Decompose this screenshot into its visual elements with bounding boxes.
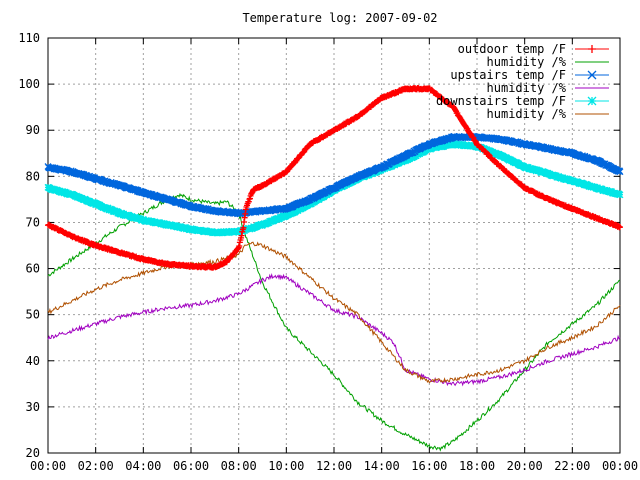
x-tick-label: 10:00	[268, 459, 304, 473]
series-line	[47, 272, 621, 387]
y-tick-label: 50	[26, 308, 40, 322]
x-tick-label: 00:00	[30, 459, 66, 473]
legend-marker	[587, 96, 597, 106]
legend-label: humidity /%	[487, 107, 567, 121]
legend-label: upstairs temp /F	[450, 68, 566, 82]
x-tick-label: 00:00	[602, 459, 638, 473]
x-tick-label: 12:00	[316, 459, 352, 473]
x-tick-label: 16:00	[411, 459, 447, 473]
x-tick-label: 04:00	[125, 459, 161, 473]
x-tick-label: 18:00	[459, 459, 495, 473]
chart-title: Temperature log: 2007-09-02	[242, 11, 437, 25]
y-tick-label: 40	[26, 354, 40, 368]
y-tick-label: 90	[26, 123, 40, 137]
legend-label: downstairs temp /F	[436, 94, 566, 108]
y-tick-label: 100	[18, 77, 40, 91]
y-tick-label: 80	[26, 169, 40, 183]
legend-marker	[587, 70, 597, 80]
legend-marker	[588, 45, 596, 53]
y-tick-label: 110	[18, 31, 40, 45]
legend-label: outdoor temp /F	[458, 42, 566, 56]
x-tick-label: 06:00	[173, 459, 209, 473]
series-line	[47, 192, 621, 452]
legend-label: humidity /%	[487, 55, 567, 69]
x-tick-label: 22:00	[554, 459, 590, 473]
series-markers	[45, 84, 623, 271]
x-tick-label: 14:00	[364, 459, 400, 473]
legend-label: humidity /%	[487, 81, 567, 95]
y-tick-label: 70	[26, 215, 40, 229]
series-line	[47, 241, 621, 384]
y-tick-label: 20	[26, 446, 40, 460]
axes: 20 30 40 50 60 70 80 90 100 110 00:00 02:00 04:00 06:…	[18, 31, 638, 473]
y-tick-label: 30	[26, 400, 40, 414]
plot-frame	[47, 37, 621, 454]
x-tick-label: 20:00	[507, 459, 543, 473]
series-group	[44, 84, 624, 452]
x-tick-label: 02:00	[78, 459, 114, 473]
x-tick-label: 08:00	[221, 459, 257, 473]
y-tick-label: 60	[26, 262, 40, 276]
series-markers	[44, 132, 624, 218]
